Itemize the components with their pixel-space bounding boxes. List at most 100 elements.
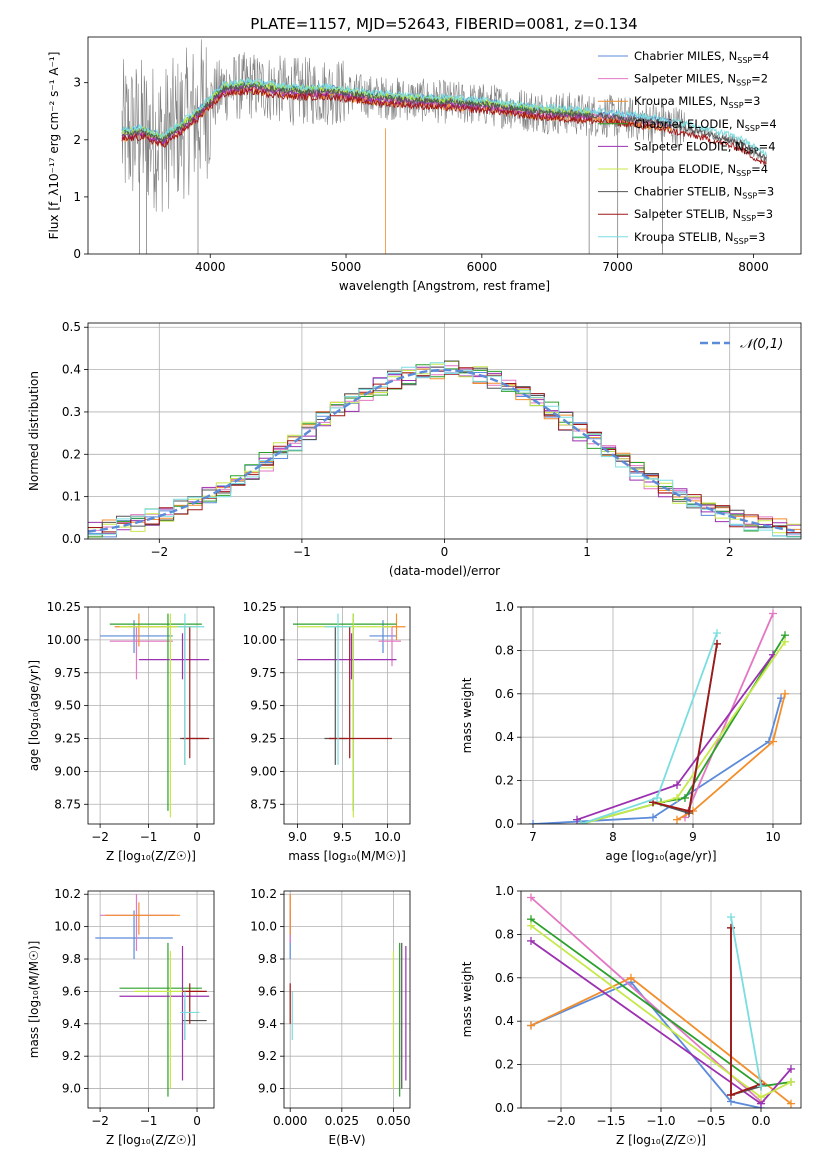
mass-vs-Z-xlabel: Z [log₁₀(Z/Z☉)] bbox=[106, 1133, 196, 1147]
legend-rest: =4 bbox=[752, 49, 769, 63]
mass-vs-EBV-ytick-label: 10.2 bbox=[250, 887, 277, 901]
residuals-ylabel: Normed distribution bbox=[27, 371, 41, 491]
mass-weight-vs-Z-plot-area bbox=[521, 891, 801, 1108]
spectrum-xtick-label: 8000 bbox=[738, 260, 769, 274]
weight-line bbox=[676, 693, 786, 821]
spectrum-model-line bbox=[121, 86, 767, 167]
residuals-ytick-label: 0.3 bbox=[62, 405, 81, 419]
mass-weight-vs-Z-ytick-label: 0.8 bbox=[495, 927, 514, 941]
age-vs-mass-ytick-label: 8.75 bbox=[250, 797, 277, 811]
legend-sub: SSP bbox=[744, 146, 759, 155]
residual-histogram bbox=[88, 362, 801, 538]
age-vs-mass-ytick-label: 9.25 bbox=[250, 732, 277, 746]
age-vs-Z-ytick-label: 10.25 bbox=[47, 600, 81, 614]
legend-label: Salpeter ELODIE, NSSP=4 bbox=[634, 139, 776, 155]
residuals-plot-area bbox=[88, 323, 801, 539]
mass-weight-vs-age-xlabel: age [log₁₀(age/yr)] bbox=[605, 849, 716, 863]
mass-vs-Z-ytick-label: 10.2 bbox=[54, 887, 81, 901]
legend-label: Chabrier STELIB, NSSP=3 bbox=[634, 185, 774, 201]
weight-line bbox=[580, 641, 786, 824]
age-vs-Z-plot-area bbox=[88, 607, 214, 824]
mass-vs-Z-ytick-label: 9.8 bbox=[62, 952, 81, 966]
age-vs-mass-xtick-label: 9.5 bbox=[333, 830, 352, 844]
residuals-xtick-label: 0 bbox=[441, 545, 449, 559]
mass-vs-EBV-plot-area bbox=[284, 891, 410, 1108]
legend-sub: SSP bbox=[736, 169, 751, 178]
legend-rest: =3 bbox=[756, 207, 773, 221]
mass-weight-vs-age-panel: 7 8 9 10 0.0 0.2 0.4 0.6 0.8 1.0 age [log₁₀(age/yr… bbox=[460, 600, 802, 863]
mass-vs-Z-plot-area bbox=[88, 891, 214, 1108]
residuals-frame bbox=[87, 322, 802, 540]
mass-weight-vs-Z-xtick-label: −1.5 bbox=[596, 1114, 625, 1128]
mass-vs-EBV-xtick-label: 0.050 bbox=[376, 1114, 410, 1128]
mass-weight-vs-Z-ytick-label: 1.0 bbox=[495, 884, 514, 898]
mass-vs-EBV-ytick-label: 9.6 bbox=[258, 984, 277, 998]
mass-weight-vs-Z-xlabel: Z [log₁₀(Z/Z☉)] bbox=[616, 1133, 706, 1147]
residuals-xtick-label: 1 bbox=[583, 545, 591, 559]
legend-sub: SSP bbox=[734, 237, 749, 246]
age-vs-Z-xtick-label: −2 bbox=[91, 830, 109, 844]
age-vs-Z-ytick-label: 10.00 bbox=[47, 633, 81, 647]
age-vs-mass-xtick-label: 9.0 bbox=[288, 830, 307, 844]
mass-weight-vs-age-xtick-label: 10 bbox=[765, 830, 780, 844]
mass-weight-vs-Z-panel: −2.0 −1.5 −1.0 −0.5 0.0 0.0 0.2 0.4 0.6 0.8 1.0 Z [… bbox=[460, 884, 802, 1147]
age-vs-Z-frame bbox=[87, 606, 215, 825]
age-vs-mass-ytick-label: 10.25 bbox=[243, 600, 277, 614]
spectrum-plot-area bbox=[121, 39, 768, 254]
residuals-panel: −2 −1 0 1 2 0.0 0.1 0.2 0.3 0.4 0.5 (data-model)/er… bbox=[27, 320, 802, 578]
figure-title: PLATE=1157, MJD=52643, FIBERID=0081, z=0… bbox=[250, 15, 637, 33]
mass-weight-vs-age-frame bbox=[520, 606, 802, 825]
spectrum-data-line bbox=[121, 39, 768, 212]
legend-sub: SSP bbox=[736, 79, 751, 88]
residuals-xtick-label: −1 bbox=[293, 545, 311, 559]
residual-histogram bbox=[88, 364, 801, 538]
legend-label: Kroupa STELIB, NSSP=3 bbox=[634, 230, 765, 246]
mass-weight-vs-Z-ytick-label: 0.6 bbox=[495, 971, 514, 985]
weight-line bbox=[730, 927, 762, 1097]
legend-rest: =3 bbox=[744, 94, 761, 108]
spectrum-panel: 4000 5000 6000 7000 8000 0 1 2 3 wavelength [Angs… bbox=[47, 36, 802, 293]
spectrum-xtick-label: 7000 bbox=[602, 260, 633, 274]
legend-sub: SSP bbox=[745, 124, 760, 133]
mass-vs-Z-ytick-label: 9.0 bbox=[62, 1082, 81, 1096]
residuals-legend: 𝒩(0,1) bbox=[700, 337, 783, 352]
mass-weight-vs-Z-xtick-label: −2.0 bbox=[546, 1114, 575, 1128]
mass-weight-vs-Z-xtick-label: −0.5 bbox=[696, 1114, 725, 1128]
legend-label: Kroupa ELODIE, NSSP=4 bbox=[634, 162, 768, 178]
age-vs-Z-ytick-label: 9.00 bbox=[54, 764, 81, 778]
residuals-xlabel: (data-model)/error bbox=[389, 564, 500, 578]
residuals-ytick-label: 0.5 bbox=[62, 320, 81, 334]
legend-label: Kroupa MILES, NSSP=3 bbox=[634, 94, 760, 110]
mass-vs-EBV-ytick-label: 10.0 bbox=[250, 920, 277, 934]
spectrum-ytick-label: 2 bbox=[73, 133, 81, 147]
mass-weight-vs-age-plot-area bbox=[521, 607, 801, 824]
mass-vs-EBV-ytick-label: 9.0 bbox=[258, 1082, 277, 1096]
legend-label: Salpeter MILES, NSSP=2 bbox=[634, 72, 768, 88]
mass-vs-Z-ytick-label: 10.0 bbox=[54, 920, 81, 934]
legend-rest: =4 bbox=[760, 117, 777, 131]
spectrum-xlabel: wavelength [Angstrom, rest frame] bbox=[339, 279, 550, 293]
mass-weight-vs-age-ytick-label: 0.8 bbox=[495, 643, 514, 657]
mass-vs-Z-ytick-label: 9.6 bbox=[62, 984, 81, 998]
legend-rest: =4 bbox=[751, 162, 768, 176]
weight-line bbox=[580, 634, 786, 824]
age-vs-mass-xlabel: mass [log₁₀(M/M☉)] bbox=[288, 849, 406, 863]
legend-rest: =3 bbox=[749, 230, 766, 244]
legend-rest: =3 bbox=[757, 185, 774, 199]
legend-label: Salpeter STELIB, NSSP=3 bbox=[634, 207, 773, 223]
age-vs-mass-panel: 9.0 9.5 10.0 8.75 9.00 9.25 9.50 9.75 10.00 10.25… bbox=[243, 600, 411, 863]
legend-sub: SSP bbox=[741, 214, 756, 223]
age-vs-mass-ytick-label: 9.00 bbox=[250, 764, 277, 778]
mass-weight-vs-age-ytick-label: 1.0 bbox=[495, 600, 514, 614]
age-vs-Z-ytick-label: 9.75 bbox=[54, 666, 81, 680]
residuals-ytick-label: 0.0 bbox=[62, 532, 81, 546]
legend-label: Chabrier MILES, NSSP=4 bbox=[634, 49, 769, 65]
mass-weight-vs-age-xtick-label: 9 bbox=[689, 830, 697, 844]
age-vs-Z-xtick-label: −1 bbox=[140, 830, 158, 844]
residuals-ytick-label: 0.4 bbox=[62, 363, 81, 377]
mass-vs-Z-xtick-label: 0 bbox=[193, 1114, 201, 1128]
spectrum-ytick-label: 1 bbox=[73, 190, 81, 204]
mass-vs-Z-frame bbox=[87, 890, 215, 1109]
mass-vs-EBV-xtick-label: 0.000 bbox=[273, 1114, 307, 1128]
